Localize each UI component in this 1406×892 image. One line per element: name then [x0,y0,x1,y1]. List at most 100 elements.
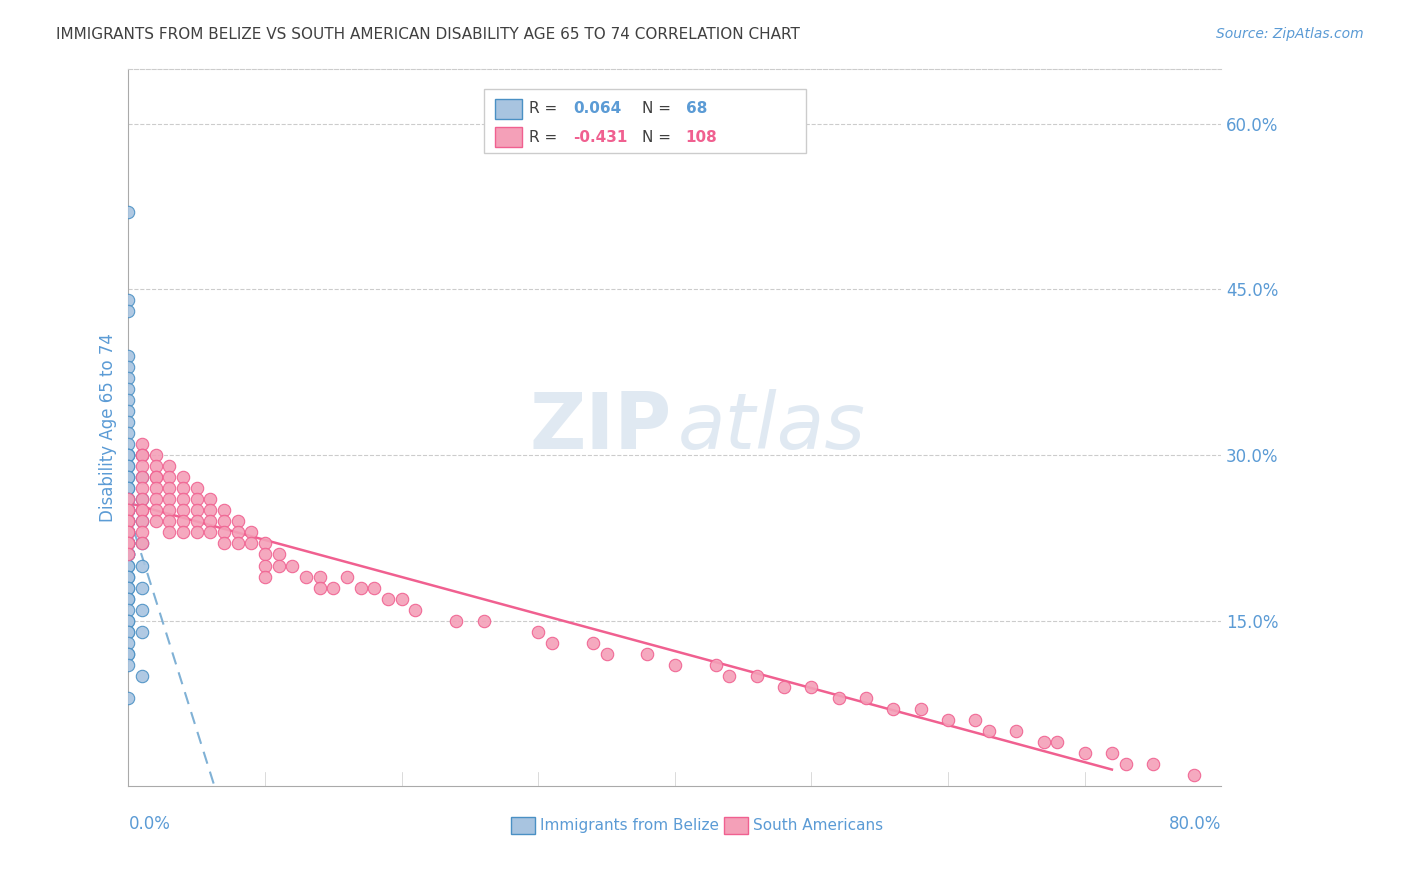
Point [131,492,153,507]
Point [172,514,194,528]
Point [1182,768,1205,782]
Point [131,492,153,507]
Point [117,525,139,540]
Point [664,657,686,672]
Text: IMMIGRANTS FROM BELIZE VS SOUTH AMERICAN DISABILITY AGE 65 TO 74 CORRELATION CHA: IMMIGRANTS FROM BELIZE VS SOUTH AMERICAN… [56,27,800,42]
Point [131,581,153,595]
Point [145,481,167,495]
Point [117,470,139,484]
Point [117,481,139,495]
Bar [495,99,522,119]
Point [704,657,727,672]
Point [117,359,139,374]
Point [472,614,495,628]
Text: 108: 108 [686,130,717,145]
Point [131,669,153,683]
Point [117,514,139,528]
Point [172,525,194,540]
Point [131,536,153,550]
Point [226,514,249,528]
Point [965,713,987,727]
Point [117,525,139,540]
Text: Source: ZipAtlas.com: Source: ZipAtlas.com [1216,27,1364,41]
Point [117,614,139,628]
Point [131,514,153,528]
Point [363,581,385,595]
Point [117,481,139,495]
Point [117,503,139,517]
Point [186,492,208,507]
Point [117,548,139,562]
Point [117,382,139,396]
Point [1142,757,1164,772]
Point [1032,735,1054,749]
Point [541,636,564,650]
Point [117,558,139,573]
Point [117,569,139,583]
Point [308,569,330,583]
Point [159,492,181,507]
Point [254,548,277,562]
Point [254,569,277,583]
Point [117,492,139,507]
Text: 0.0%: 0.0% [128,815,170,833]
Point [117,657,139,672]
Point [117,525,139,540]
Point [131,481,153,495]
Point [117,205,139,219]
Point [117,602,139,616]
Point [159,459,181,474]
Text: R =: R = [530,130,562,145]
Point [117,548,139,562]
Point [159,470,181,484]
Point [131,602,153,616]
Text: South Americans: South Americans [754,818,883,833]
Point [117,459,139,474]
Point [117,349,139,363]
Text: R =: R = [530,101,562,116]
Point [254,536,277,550]
Text: N =: N = [643,130,676,145]
Point [117,624,139,639]
Point [855,691,877,706]
Point [117,459,139,474]
Text: 0.064: 0.064 [574,101,621,116]
Point [186,503,208,517]
Bar [510,817,534,835]
Point [131,448,153,462]
Point [117,415,139,429]
Point [117,624,139,639]
Point [322,581,344,595]
Point [745,669,768,683]
Point [117,591,139,606]
Point [446,614,468,628]
Point [159,514,181,528]
Point [391,591,413,606]
Point [295,569,318,583]
Point [117,437,139,451]
Point [595,647,617,661]
Point [117,536,139,550]
Point [936,713,959,727]
Point [117,304,139,318]
Point [212,503,235,517]
Text: 68: 68 [686,101,707,116]
Point [308,581,330,595]
Point [1005,724,1028,739]
Bar [495,128,522,147]
Point [145,514,167,528]
Point [212,514,235,528]
Point [267,558,290,573]
Point [117,536,139,550]
Point [117,425,139,440]
Text: -0.431: -0.431 [574,130,627,145]
Point [159,525,181,540]
Point [117,614,139,628]
Point [117,536,139,550]
Point [159,481,181,495]
Point [117,536,139,550]
Point [117,591,139,606]
Point [117,581,139,595]
Point [377,591,399,606]
Point [200,525,222,540]
